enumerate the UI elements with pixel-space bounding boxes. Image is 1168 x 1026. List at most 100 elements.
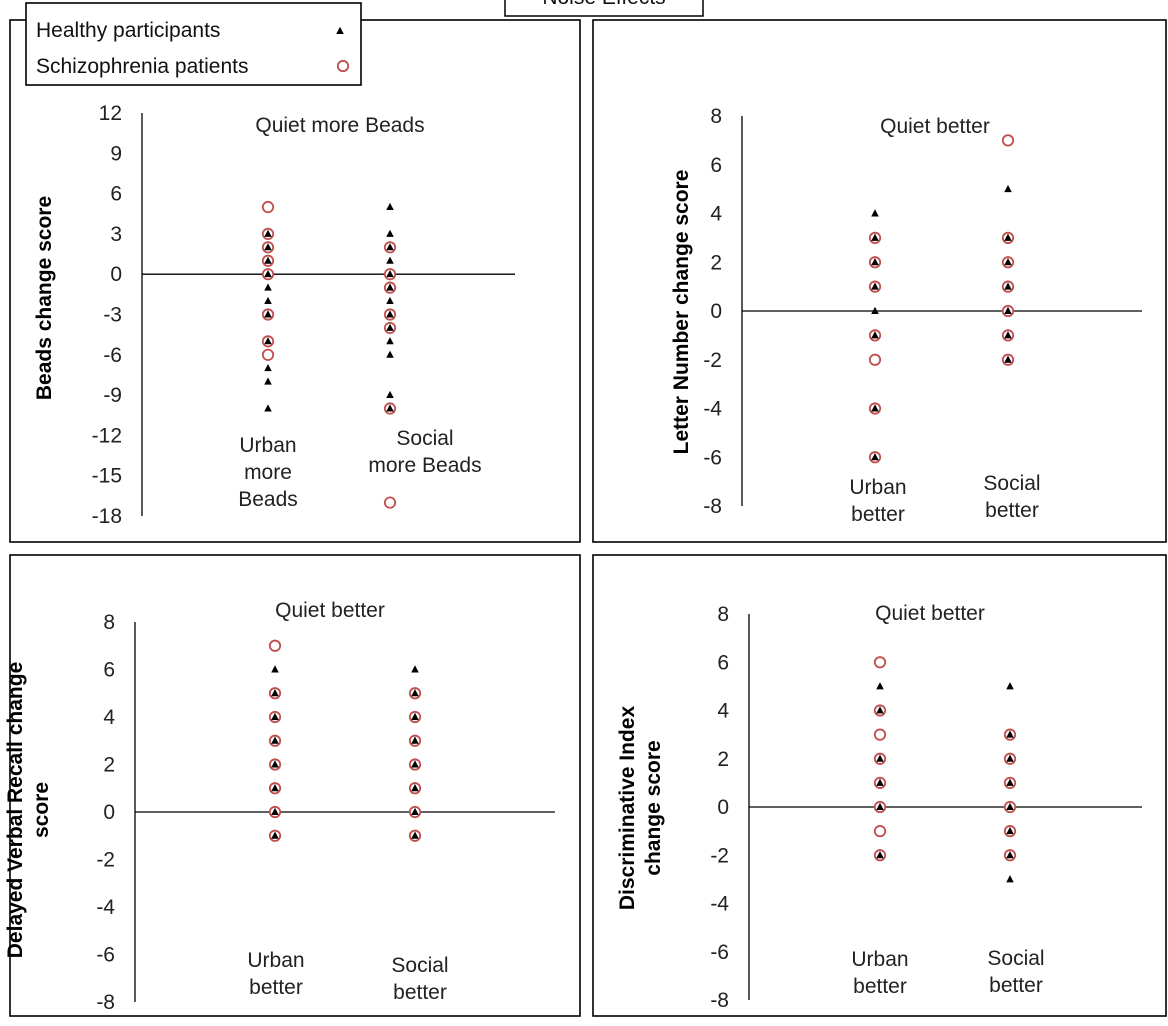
- healthy-point: [264, 377, 272, 385]
- healthy-point: [264, 229, 272, 237]
- healthy-point: [386, 404, 394, 412]
- healthy-point: [411, 689, 419, 697]
- healthy-point: [411, 665, 419, 673]
- y-axis-label-line: score: [30, 782, 53, 838]
- y-tick-label: -18: [92, 505, 122, 528]
- panel-frame: [9, 19, 581, 543]
- y-tick-label: -6: [103, 344, 122, 367]
- category-label-line: better: [985, 499, 1039, 522]
- healthy-point: [264, 270, 272, 278]
- healthy-point: [271, 689, 279, 697]
- healthy-point: [871, 258, 879, 266]
- y-axis-label-group: Letter Number change score: [670, 170, 693, 455]
- figure-title-box: Noise Effects: [504, 0, 704, 17]
- patient-point: [268, 639, 282, 652]
- healthy-point: [386, 243, 394, 251]
- y-axis-label: Delayed Verbal Recall change score: [4, 662, 53, 958]
- y-tick-label: -3: [103, 304, 122, 327]
- panel-frame: [9, 554, 581, 1017]
- y-tick-label: 8: [103, 611, 115, 634]
- category-label-line: Social: [987, 947, 1044, 970]
- healthy-point: [386, 296, 394, 305]
- category-label-line: Social: [391, 954, 448, 977]
- healthy-point: [386, 229, 394, 237]
- y-tick-label: 12: [99, 102, 122, 125]
- healthy-point: [264, 296, 272, 305]
- healthy-point: [264, 364, 272, 372]
- healthy-point: [264, 404, 272, 412]
- healthy-point: [876, 706, 884, 714]
- patient-point: [868, 353, 882, 366]
- y-tick-label: 8: [710, 105, 722, 128]
- patient-point: [873, 825, 887, 838]
- healthy-point: [386, 323, 394, 331]
- healthy-point: [1006, 875, 1014, 883]
- category-label-line: more: [244, 461, 292, 484]
- healthy-point: [876, 682, 884, 690]
- legend: Healthy participants Schizophrenia patien…: [25, 2, 362, 86]
- category-label-2: Social better: [391, 954, 448, 1004]
- y-tick-label: 6: [710, 154, 722, 177]
- healthy-point: [871, 282, 879, 290]
- healthy-point: [264, 337, 272, 345]
- healthy-point: [1006, 754, 1014, 762]
- healthy-point: [271, 712, 279, 720]
- category-label-2: Social better: [983, 472, 1040, 522]
- healthy-point: [871, 404, 879, 412]
- legend-entry-label: Healthy participants: [36, 19, 220, 42]
- y-tick-label: 4: [710, 203, 722, 226]
- panels: 12 9 6 3 0 -3 -6 -9 -12 -15 -18 Beads change score Q…: [4, 19, 1167, 1017]
- data-points: [261, 200, 397, 509]
- healthy-point: [411, 784, 419, 792]
- y-tick-label: 0: [710, 300, 722, 323]
- healthy-point: [386, 310, 394, 318]
- y-axis-label: Letter Number change score: [670, 170, 693, 455]
- healthy-point: [1004, 355, 1012, 363]
- healthy-point: [1006, 730, 1014, 738]
- healthy-point: [871, 209, 879, 217]
- y-axis-label-line: change score: [642, 740, 665, 875]
- y-tick-label: 2: [717, 748, 729, 771]
- healthy-point: [386, 337, 394, 345]
- healthy-point: [386, 270, 394, 278]
- category-label-2: Social more Beads: [368, 427, 481, 477]
- patient-point: [873, 728, 887, 741]
- healthy-point: [264, 243, 272, 251]
- healthy-point: [411, 807, 419, 815]
- healthy-point: [1006, 826, 1014, 835]
- healthy-point: [1004, 184, 1012, 193]
- healthy-point: [871, 331, 879, 339]
- healthy-point: [271, 760, 279, 768]
- data-points: [868, 134, 1015, 464]
- category-label-line: better: [989, 974, 1043, 997]
- healthy-point: [271, 784, 279, 792]
- legend-entry-label: Schizophrenia patients: [36, 55, 248, 78]
- healthy-point: [411, 736, 419, 744]
- healthy-point: [1004, 282, 1012, 290]
- y-tick-label: -2: [710, 844, 729, 867]
- healthy-point: [411, 760, 419, 768]
- healthy-point: [386, 202, 394, 210]
- y-tick-label: 3: [110, 223, 122, 246]
- data-points: [268, 639, 422, 842]
- top-annotation: Quiet more Beads: [255, 114, 424, 137]
- healthy-point: [271, 665, 279, 673]
- y-tick-label: -2: [96, 849, 115, 872]
- legend-triangle-icon: [336, 26, 344, 34]
- y-axis-label-line: Discriminative Index: [616, 706, 639, 911]
- healthy-point: [1004, 258, 1012, 266]
- y-tick-label: -4: [96, 896, 115, 919]
- category-label-1: Urban more Beads: [238, 434, 298, 511]
- y-tick-label: 0: [110, 263, 122, 286]
- top-annotation: Quiet better: [875, 602, 985, 625]
- y-axis-label-group: Beads change score: [33, 196, 56, 400]
- chart-panel-4: 8 6 4 2 0 -2 -4 -6 -8 Discriminative Index change …: [592, 554, 1167, 1017]
- healthy-point: [1004, 306, 1012, 314]
- y-tick-label: -6: [703, 446, 722, 469]
- y-axis-label: Beads change score: [33, 196, 56, 400]
- healthy-point: [1004, 233, 1012, 241]
- chart-panel-1: 12 9 6 3 0 -3 -6 -9 -12 -15 -18 Beads change score Q…: [9, 19, 581, 543]
- category-label-line: Urban: [247, 949, 304, 972]
